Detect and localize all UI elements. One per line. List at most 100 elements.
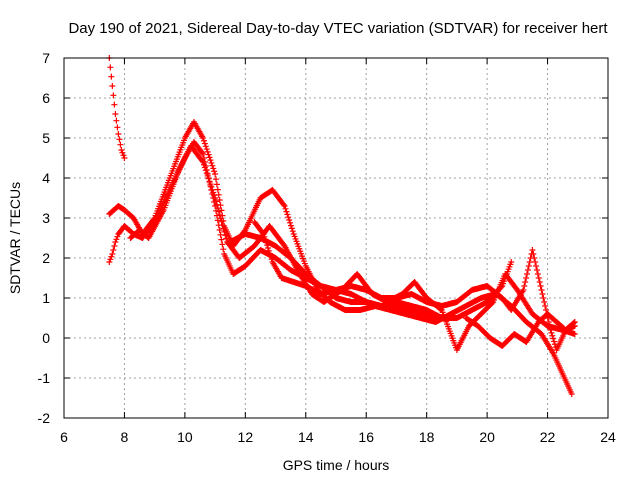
x-tick-label: 20	[479, 429, 495, 445]
data-point	[107, 256, 114, 263]
data-point	[489, 299, 496, 306]
data-point	[541, 299, 548, 305]
data-point	[259, 229, 266, 236]
data-point	[114, 124, 121, 131]
data-point	[571, 323, 578, 329]
data-point	[121, 155, 128, 161]
data-point	[529, 247, 536, 253]
data-point	[213, 176, 220, 183]
data-point	[110, 92, 117, 99]
data-point	[222, 232, 229, 239]
data-point	[106, 259, 113, 265]
data-point	[214, 205, 221, 212]
data-point	[200, 161, 207, 168]
data-point	[112, 111, 119, 117]
data-point	[289, 228, 296, 235]
data-point	[117, 141, 124, 148]
data-point	[205, 175, 212, 182]
data-point	[282, 205, 289, 212]
data-point	[286, 217, 293, 223]
data-point	[211, 192, 218, 199]
data-point	[522, 279, 529, 285]
data-point	[216, 211, 223, 218]
series-sat-e	[227, 231, 578, 353]
x-tick-label: 8	[121, 429, 129, 445]
data-point	[207, 157, 214, 164]
data-point	[116, 136, 123, 143]
x-tick-label: 12	[238, 429, 254, 445]
data-point	[532, 259, 539, 265]
data-point	[549, 332, 556, 339]
data-point	[204, 172, 211, 179]
data-point	[213, 201, 220, 208]
x-tick-label: 6	[60, 429, 68, 445]
data-point	[109, 83, 116, 89]
data-point	[201, 140, 208, 147]
y-tick-label: 4	[42, 170, 50, 186]
data-point	[520, 287, 527, 293]
x-tick-label: 16	[358, 429, 374, 445]
data-point	[203, 146, 210, 153]
data-point	[220, 225, 227, 232]
data-point	[108, 73, 115, 80]
data-point	[538, 287, 545, 293]
data-point	[530, 251, 537, 257]
data-point	[212, 195, 219, 201]
data-point	[215, 208, 222, 215]
data-point	[108, 253, 115, 260]
data-point	[202, 167, 209, 174]
data-point	[204, 148, 211, 155]
data-point	[545, 319, 552, 325]
data-point	[548, 329, 555, 336]
data-point	[283, 208, 290, 215]
data-point	[115, 131, 122, 137]
data-point	[508, 259, 515, 265]
data-point	[526, 259, 533, 265]
data-point	[219, 241, 226, 248]
data-point	[533, 263, 540, 269]
data-point	[202, 143, 209, 150]
data-point	[200, 151, 207, 157]
y-tick-label: 7	[42, 50, 50, 66]
data-point	[540, 295, 547, 301]
data-point	[118, 147, 125, 153]
data-point	[199, 157, 206, 164]
data-point	[531, 255, 538, 261]
data-point	[208, 159, 215, 166]
data-point	[212, 171, 219, 177]
data-point	[209, 186, 216, 193]
data-point	[107, 64, 114, 71]
data-point	[223, 235, 230, 242]
data-point	[550, 335, 557, 342]
data-point	[539, 291, 546, 297]
x-tick-label: 22	[540, 429, 556, 445]
data-point	[210, 165, 217, 172]
y-tick-label: 0	[42, 330, 50, 346]
data-point	[524, 271, 531, 277]
series-sat-d	[127, 143, 578, 353]
data-point	[285, 214, 292, 221]
data-point	[119, 149, 126, 156]
data-point	[213, 181, 220, 188]
data-point	[534, 271, 541, 277]
x-tick-label: 24	[600, 429, 616, 445]
data-point	[568, 391, 575, 397]
data-point	[537, 283, 544, 289]
data-point	[265, 245, 271, 251]
data-point	[533, 267, 540, 273]
data-point	[221, 228, 228, 235]
y-tick-label: -2	[38, 410, 51, 426]
y-tick-label: -1	[38, 370, 51, 386]
data-point	[209, 162, 216, 169]
data-point	[281, 203, 288, 209]
data-point	[214, 186, 221, 193]
data-point	[217, 215, 224, 222]
data-point	[543, 307, 550, 313]
data-point	[120, 152, 127, 159]
data-point	[200, 135, 207, 141]
data-point	[199, 149, 206, 156]
data-point	[114, 233, 121, 240]
plot-frame	[63, 57, 609, 419]
y-tick-label: 1	[42, 290, 50, 306]
